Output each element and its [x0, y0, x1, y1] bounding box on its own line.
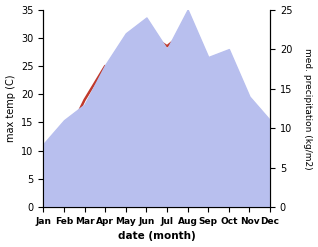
- Y-axis label: max temp (C): max temp (C): [5, 75, 16, 142]
- Y-axis label: med. precipitation (kg/m2): med. precipitation (kg/m2): [303, 48, 313, 169]
- X-axis label: date (month): date (month): [118, 231, 196, 242]
